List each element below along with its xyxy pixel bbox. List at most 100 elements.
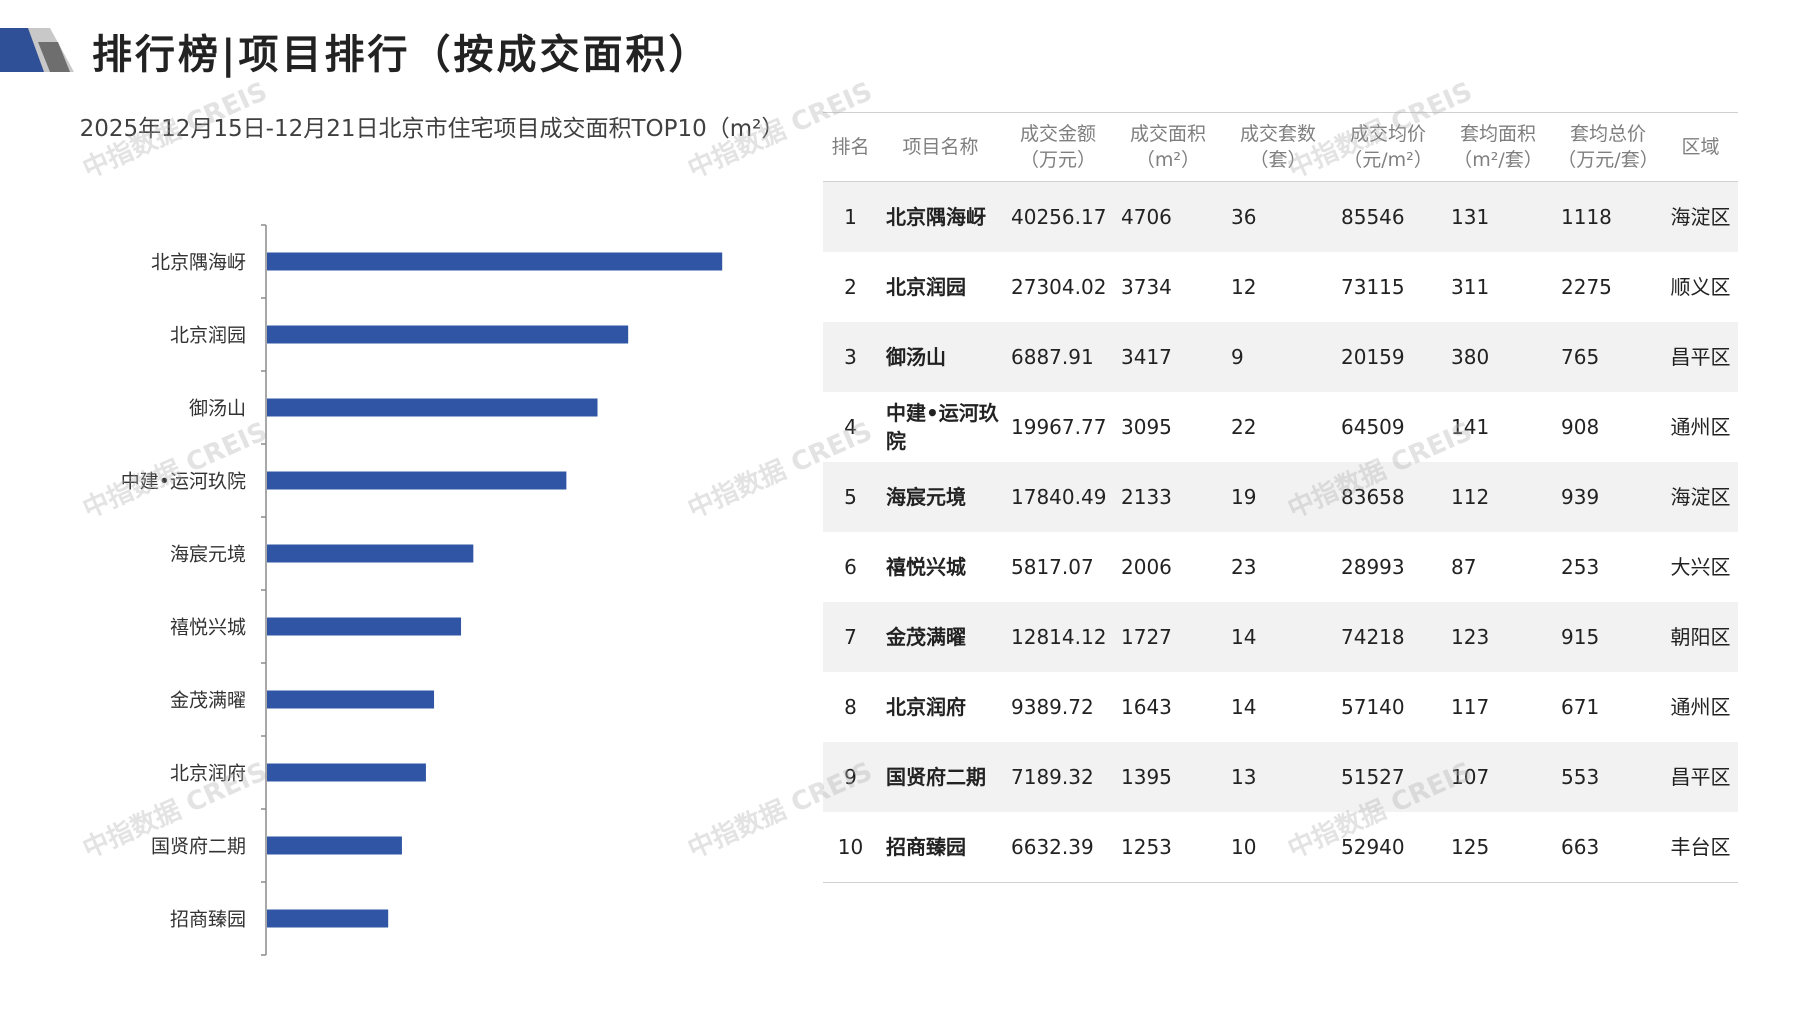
table-cell: 40256.17 (1003, 181, 1113, 252)
table-cell: 通州区 (1670, 695, 1731, 719)
column-header: 套均面积 （m²/套） (1443, 112, 1553, 182)
bar (267, 617, 462, 636)
table-cell: 2006 (1121, 555, 1172, 579)
table-cell: 10 (823, 812, 878, 883)
bar (267, 836, 402, 855)
table-cell: 20159 (1333, 322, 1443, 392)
table-cell: 765 (1553, 322, 1663, 392)
table-row: 8 北京润府 9389.72 1643 14 57140 117 671 通州区 (823, 672, 1738, 742)
table-cell: 28993 (1341, 555, 1405, 579)
table-cell: 金茂满曜 (878, 602, 1003, 672)
table-cell: 禧悦兴城 (886, 555, 966, 579)
bar (267, 763, 426, 782)
category-label: 北京润府 (170, 763, 246, 785)
table-cell: 12 (1231, 275, 1257, 299)
table-cell: 海淀区 (1663, 181, 1738, 252)
logo-icon (0, 28, 74, 72)
table-cell: 36 (1223, 181, 1333, 252)
table-cell: 大兴区 (1670, 555, 1731, 579)
table-row: 1 北京隅海岈 40256.17 4706 36 85546 131 1118 海淀区 (823, 181, 1738, 252)
table-cell: 131 (1443, 181, 1553, 252)
table-cell: 9 (823, 742, 878, 812)
table-cell: 1118 (1553, 181, 1663, 252)
table-cell: 9 (1223, 322, 1333, 392)
category-label: 招商臻园 (170, 909, 246, 931)
table-cell: 4 (844, 415, 857, 439)
table-cell: 昌平区 (1663, 742, 1738, 812)
table-cell: 7 (823, 602, 878, 672)
bar (267, 325, 629, 344)
table-cell: 112 (1443, 462, 1553, 532)
table-cell: 昌平区 (1663, 322, 1738, 392)
table-cell: 御汤山 (878, 322, 1003, 392)
category-label: 金茂满曜 (170, 690, 246, 712)
table-cell: 14 (1223, 602, 1333, 672)
table-cell: 85546 (1333, 181, 1443, 252)
table-cell: 22 (1231, 415, 1257, 439)
table-row: 6 禧悦兴城 5817.07 2006 23 28993 87 253 大兴区 (823, 532, 1738, 602)
table-cell: 663 (1553, 812, 1663, 883)
table-cell: 57140 (1341, 695, 1405, 719)
table-cell: 117 (1451, 695, 1490, 719)
table-cell: 9389.72 (1011, 695, 1094, 719)
bar (267, 471, 567, 490)
column-header: 成交面积 （m²） (1113, 112, 1223, 182)
table-cell: 19967.77 (1011, 415, 1107, 439)
column-header: 成交套数 （套） (1223, 112, 1333, 182)
table-cell: 3 (823, 322, 878, 392)
table-cell: 19 (1223, 462, 1333, 532)
table-cell: 1643 (1121, 695, 1172, 719)
table-cell: 64509 (1341, 415, 1405, 439)
table-cell: 939 (1553, 462, 1663, 532)
category-label: 中建•运河玖院 (121, 471, 246, 493)
table-cell: 1727 (1113, 602, 1223, 672)
table-cell: 8 (844, 695, 857, 719)
table-cell: 6887.91 (1003, 322, 1113, 392)
column-header: 成交均价 （元/m²） (1333, 112, 1443, 182)
table-cell: 中建•运河玖院 (886, 401, 999, 453)
table-cell: 丰台区 (1663, 812, 1738, 883)
table-cell: 北京隅海岈 (878, 181, 1003, 252)
table-cell: 311 (1451, 275, 1490, 299)
table-cell: 380 (1443, 322, 1553, 392)
table-cell: 52940 (1333, 812, 1443, 883)
table-row: 2 北京润园 27304.02 3734 12 73115 311 2275 顺义区 (823, 252, 1738, 322)
bar (267, 690, 435, 709)
table-cell: 国贤府二期 (878, 742, 1003, 812)
table-cell: 253 (1561, 555, 1600, 579)
category-label: 国贤府二期 (151, 836, 246, 858)
table-cell: 671 (1561, 695, 1600, 719)
table-cell: 2275 (1561, 275, 1612, 299)
table-cell: 海宸元境 (878, 462, 1003, 532)
column-header: 成交金额 （万元） (1003, 112, 1113, 182)
category-label: 海宸元境 (170, 544, 246, 566)
table-cell: 北京润园 (886, 275, 966, 299)
table-cell: 招商臻园 (878, 812, 1003, 883)
table-header-row: 排名 项目名称 成交金额 （万元） 成交面积 （m²） 成交套数 （套） 成交均价 （元/m²）套… (823, 112, 1738, 182)
table-cell: 2 (844, 275, 857, 299)
table-cell: 4706 (1113, 181, 1223, 252)
table-row: 7 金茂满曜 12814.12 1727 14 74218 123 915 朝阳区 (823, 602, 1738, 672)
table-cell: 北京润府 (886, 695, 966, 719)
table-cell: 1253 (1113, 812, 1223, 883)
table-cell: 10 (1223, 812, 1333, 883)
table-row: 4 中建•运河玖院 19967.77 3095 22 64509 141 908 通州区 (823, 392, 1738, 462)
table-cell: 14 (1231, 695, 1257, 719)
table-cell: 朝阳区 (1663, 602, 1738, 672)
table-row: 5 海宸元境 17840.49 2133 19 83658 112 939 海淀区 (823, 462, 1738, 532)
table-cell: 73115 (1341, 275, 1405, 299)
table-cell: 908 (1561, 415, 1600, 439)
table-cell: 5817.07 (1011, 555, 1094, 579)
table-cell: 51527 (1333, 742, 1443, 812)
table-cell: 123 (1443, 602, 1553, 672)
bar (267, 544, 474, 563)
table-cell: 13 (1223, 742, 1333, 812)
table-cell: 7189.32 (1003, 742, 1113, 812)
table-cell: 553 (1553, 742, 1663, 812)
category-label: 北京隅海岈 (151, 252, 246, 274)
table-cell: 1395 (1113, 742, 1223, 812)
table-cell: 74218 (1333, 602, 1443, 672)
table-cell: 83658 (1333, 462, 1443, 532)
table-cell: 107 (1443, 742, 1553, 812)
bar (267, 909, 389, 928)
